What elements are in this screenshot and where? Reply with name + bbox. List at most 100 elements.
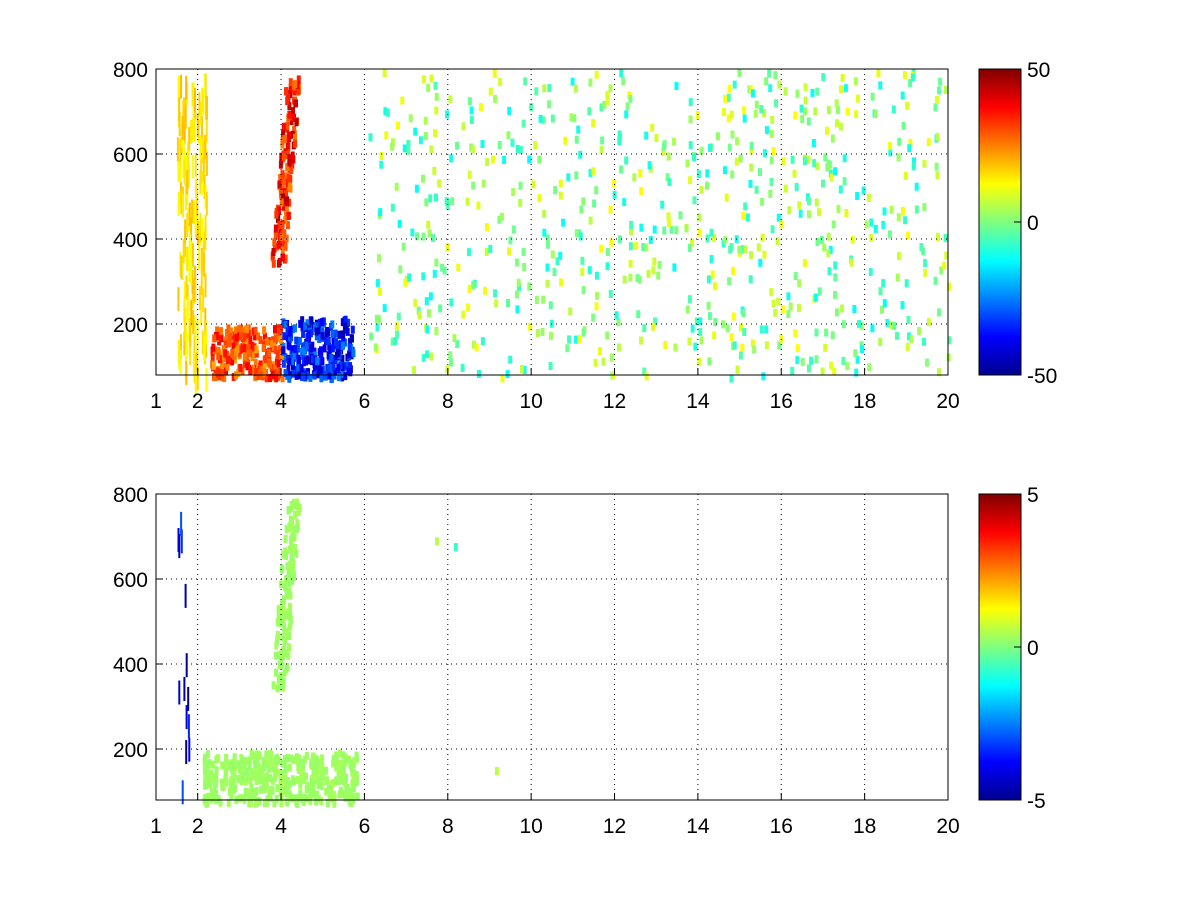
- heatmap-cell: [221, 344, 226, 353]
- heatmap-cell: [749, 251, 754, 260]
- heatmap-cell: [293, 501, 298, 510]
- heatmap-cell: [378, 287, 382, 296]
- heatmap-cell: [250, 353, 255, 361]
- heatmap-cell: [283, 534, 288, 543]
- heatmap-cell: [241, 327, 246, 336]
- heatmap-cell: [254, 345, 259, 354]
- heatmap-cell: [561, 218, 566, 227]
- heatmap-cell: [205, 367, 208, 392]
- heatmap-cell: [665, 173, 670, 182]
- heatmap-cell: [470, 145, 475, 154]
- heatmap-cell: [264, 772, 269, 781]
- heatmap-cell: [484, 248, 489, 256]
- heatmap-cell: [274, 210, 279, 219]
- heatmap-cell: [722, 108, 726, 117]
- heatmap-cell: [639, 186, 644, 195]
- heatmap-cell: [897, 137, 902, 146]
- heatmap-cell: [316, 781, 321, 790]
- heatmap-cell: [635, 274, 640, 283]
- heatmap-cell: [182, 140, 185, 165]
- heatmap-cell: [191, 284, 194, 309]
- heatmap-cell: [267, 348, 272, 357]
- heatmap-cell: [602, 100, 607, 109]
- heatmap-cell: [710, 270, 715, 279]
- heatmap-cell: [189, 323, 192, 347]
- heatmap-cell: [264, 374, 269, 383]
- heatmap-cell: [384, 131, 389, 140]
- heatmap-cell: [806, 155, 811, 164]
- heatmap-cell: [200, 271, 203, 296]
- heatmap-cell: [308, 373, 313, 382]
- heatmap-cell: [866, 194, 871, 202]
- heatmap-cell: [204, 307, 207, 332]
- heatmap-cell: [337, 768, 342, 776]
- heatmap-cell: [316, 370, 321, 379]
- heatmap-cell: [652, 257, 657, 266]
- heatmap-cell: [280, 137, 285, 145]
- heatmap-cell: [705, 169, 710, 178]
- heatmap-cell: [588, 78, 593, 87]
- heatmap-cell: [200, 159, 203, 184]
- heatmap-cell: [272, 238, 277, 247]
- heatmap-cell: [287, 182, 292, 191]
- heatmap-cell: [296, 366, 301, 375]
- heatmap-cell: [730, 170, 735, 179]
- heatmap-cell: [257, 763, 262, 772]
- heatmap-cell: [267, 789, 272, 798]
- heatmap-cell: [184, 105, 187, 130]
- heatmap-cell: [287, 790, 292, 799]
- heatmap-cell: [232, 756, 237, 765]
- heatmap-cell: [576, 125, 581, 134]
- heatmap-cell: [184, 186, 187, 211]
- heatmap-cell: [320, 332, 325, 341]
- heatmap-cell: [628, 273, 633, 282]
- heatmap-cell: [223, 769, 228, 778]
- heatmap-cell: [179, 158, 182, 183]
- heatmap-cell: [467, 170, 472, 179]
- heatmap-cell: [845, 362, 850, 371]
- heatmap-cell: [319, 350, 324, 359]
- heatmap-cell: [855, 355, 860, 364]
- heatmap-cell: [290, 357, 295, 366]
- heatmap-cell: [750, 89, 755, 98]
- heatmap-cell: [297, 356, 302, 365]
- heatmap-cell: [845, 107, 850, 116]
- heatmap-cell: [204, 184, 207, 209]
- heatmap-cell: [852, 305, 857, 313]
- heatmap-cell: [449, 358, 454, 367]
- heatmap-cell: [406, 146, 411, 155]
- heatmap-cell: [605, 97, 610, 105]
- heatmap-cell: [469, 116, 474, 124]
- heatmap-cell: [669, 225, 674, 234]
- heatmap-cell: [478, 103, 483, 111]
- heatmap-cell: [442, 266, 447, 275]
- heatmap-cell: [244, 777, 248, 786]
- heatmap-cell: [385, 108, 390, 117]
- heatmap-cell: [923, 268, 928, 277]
- heatmap-cell: [937, 308, 941, 317]
- heatmap-cell: [774, 99, 778, 108]
- heatmap-cell: [474, 343, 479, 352]
- heatmap-cell: [219, 360, 224, 369]
- heatmap-cell: [787, 206, 792, 215]
- heatmap-cell: [332, 799, 337, 808]
- heatmap-cell: [291, 777, 296, 786]
- heatmap-cell: [833, 167, 838, 176]
- heatmap-cell: [177, 287, 180, 312]
- heatmap-cell: [466, 303, 471, 312]
- heatmap-cell: [348, 368, 353, 377]
- heatmap-cell: [338, 786, 343, 795]
- heatmap-cell: [540, 328, 545, 336]
- heatmap-cell: [281, 677, 286, 686]
- heatmap-cell: [806, 117, 811, 126]
- heatmap-cell: [198, 91, 201, 116]
- heatmap-cell: [289, 350, 294, 358]
- heatmap-cell: [268, 793, 273, 802]
- heatmap-cell: [410, 228, 415, 237]
- heatmap-cell: [888, 230, 892, 239]
- heatmap-cell: [764, 341, 769, 350]
- heatmap-cell: [344, 325, 349, 334]
- y-tick-label: 400: [113, 229, 148, 252]
- heatmap-cell: [591, 167, 596, 176]
- heatmap-cell: [301, 347, 306, 356]
